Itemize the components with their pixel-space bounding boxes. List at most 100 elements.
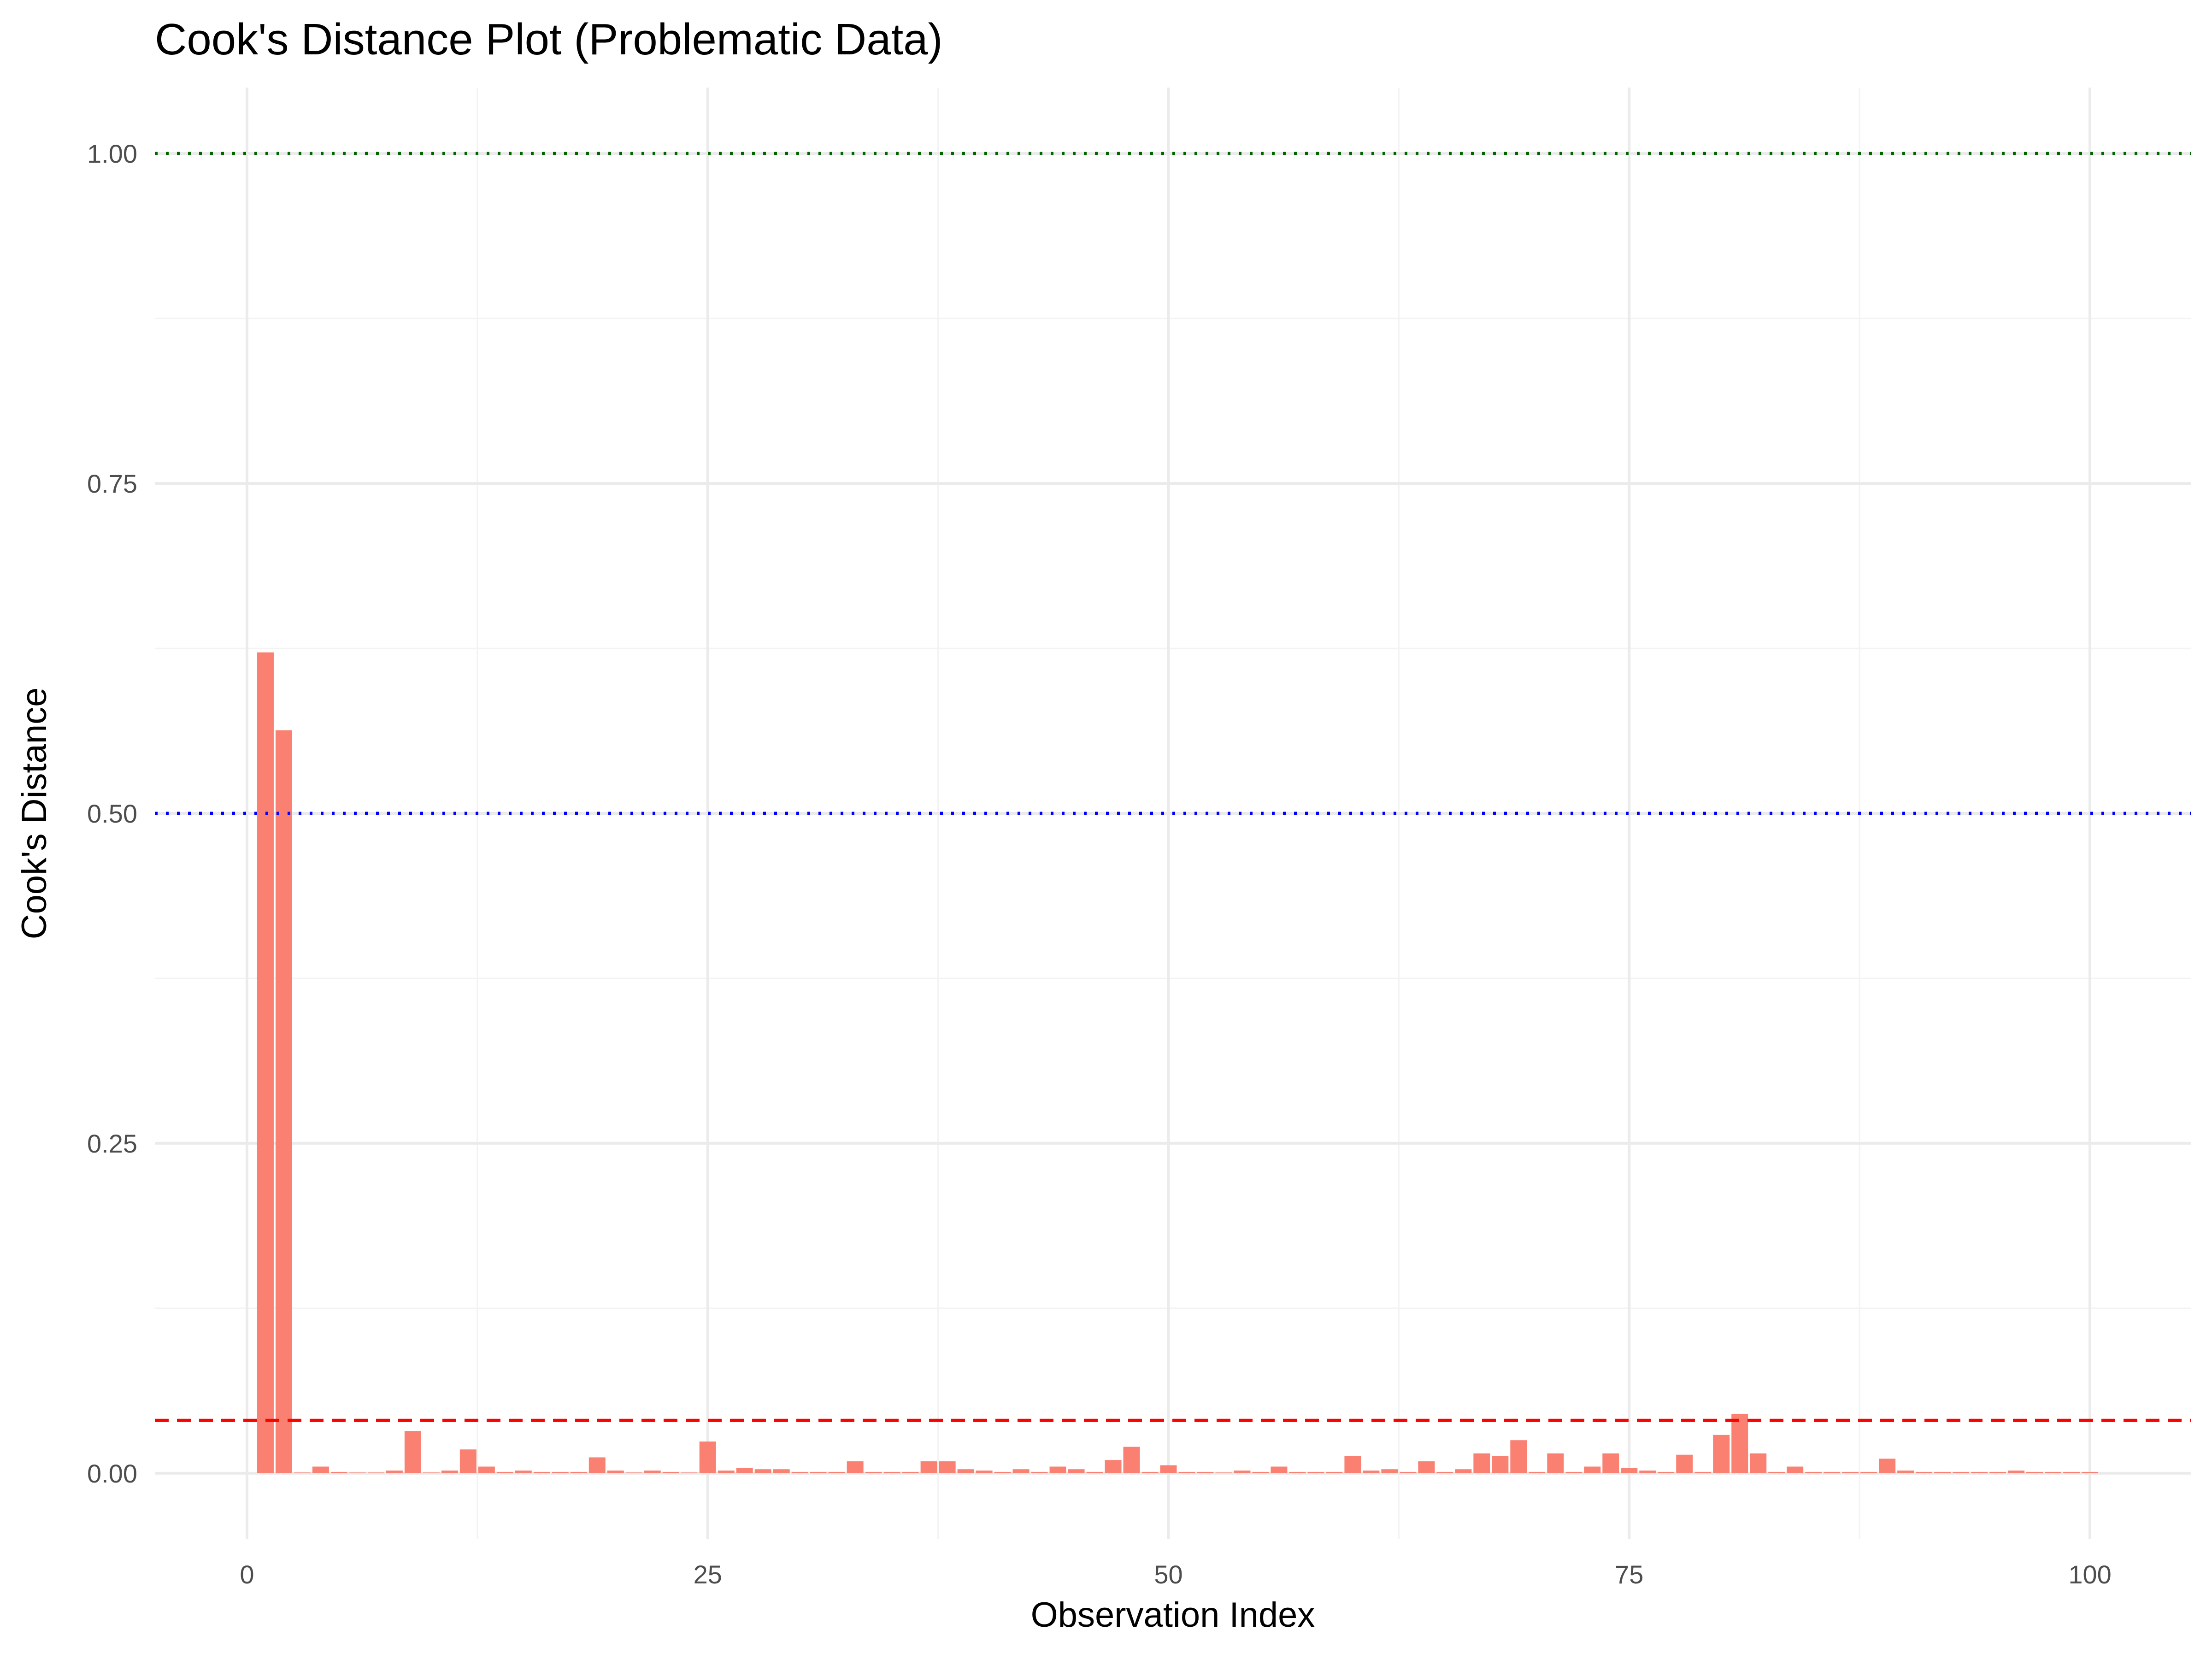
y-tick-label: 1.00 [87, 139, 137, 168]
y-tick-label: 0.50 [87, 799, 137, 828]
bar [644, 1471, 661, 1473]
bar [1713, 1435, 1730, 1473]
x-tick-label: 75 [1615, 1560, 1643, 1589]
bar [1418, 1461, 1435, 1473]
bar [1252, 1471, 1269, 1473]
bar [1824, 1471, 1841, 1473]
reference-lines [155, 152, 2191, 1422]
bar [1602, 1453, 1619, 1473]
bar [1842, 1471, 1859, 1473]
bar [607, 1471, 624, 1473]
bar [2026, 1471, 2043, 1473]
bar [588, 1457, 606, 1473]
bar [902, 1471, 919, 1473]
bar [1934, 1471, 1951, 1473]
bar [404, 1431, 421, 1473]
bar [662, 1471, 679, 1473]
y-tick-label: 0.25 [87, 1129, 137, 1158]
bar [1584, 1466, 1601, 1473]
bar [736, 1468, 753, 1473]
bar [1289, 1471, 1306, 1473]
x-tick-label: 100 [2068, 1560, 2111, 1589]
bar [1916, 1471, 1933, 1473]
bar [1510, 1440, 1527, 1473]
bar [976, 1471, 993, 1473]
bar [1731, 1413, 1748, 1473]
bar [1031, 1471, 1048, 1473]
bar [1178, 1471, 1195, 1473]
x-tick-label: 0 [240, 1560, 254, 1589]
bar [2082, 1471, 2099, 1473]
y-axis-label: Cook's Distance [15, 688, 54, 940]
bar [478, 1466, 495, 1473]
bars [257, 652, 2099, 1473]
bar [1381, 1469, 1398, 1473]
bar [883, 1471, 900, 1473]
bar [754, 1469, 771, 1473]
bar [496, 1471, 513, 1473]
x-axis-label: Observation Index [1031, 1595, 1315, 1635]
bar [552, 1471, 569, 1473]
bar [2045, 1471, 2062, 1473]
bar [1326, 1471, 1343, 1473]
bar [1492, 1456, 1509, 1473]
bar [1547, 1453, 1564, 1473]
bar [1105, 1460, 1122, 1473]
bar [1271, 1466, 1288, 1473]
bar [1234, 1471, 1251, 1473]
bar [1086, 1471, 1103, 1473]
bar [1953, 1471, 1970, 1473]
bar [625, 1472, 642, 1473]
bar [1787, 1466, 1804, 1473]
bar [1160, 1465, 1177, 1473]
bar [791, 1471, 808, 1473]
x-tick-label: 50 [1154, 1560, 1182, 1589]
bar [257, 652, 274, 1473]
bar [865, 1471, 882, 1473]
x-tick-label: 25 [694, 1560, 722, 1589]
bar [1565, 1471, 1583, 1473]
bar [1400, 1471, 1417, 1473]
bar [920, 1461, 937, 1473]
bar [957, 1469, 974, 1473]
bar [570, 1471, 587, 1473]
bar [1049, 1466, 1066, 1473]
bar [810, 1471, 827, 1473]
bar [386, 1471, 403, 1473]
bar [533, 1471, 550, 1473]
bar [367, 1472, 384, 1473]
bar [1860, 1471, 1877, 1473]
bar [1141, 1471, 1159, 1473]
bar [1473, 1453, 1490, 1473]
bar [1123, 1447, 1140, 1473]
bar [349, 1472, 366, 1473]
bar [994, 1471, 1011, 1473]
bar [330, 1471, 347, 1473]
bar [828, 1471, 845, 1473]
bar [1639, 1471, 1656, 1473]
x-axis-ticks: 0 25 50 75 100 [240, 1560, 2111, 1589]
bar [1750, 1453, 1767, 1473]
bar [1307, 1471, 1324, 1473]
y-tick-label: 0.75 [87, 469, 137, 498]
bar [515, 1471, 532, 1473]
bar [294, 1472, 311, 1473]
bar [1455, 1469, 1472, 1473]
bar [773, 1469, 790, 1473]
bar [1989, 1471, 2006, 1473]
bar [1658, 1471, 1675, 1473]
bar [1344, 1456, 1361, 1473]
bar [1879, 1459, 1896, 1473]
bar [1768, 1471, 1785, 1473]
bar [1436, 1471, 1453, 1473]
bar [1215, 1472, 1232, 1473]
bar [1621, 1468, 1638, 1473]
bar [312, 1466, 329, 1473]
bar [2008, 1471, 2025, 1473]
chart-title: Cook's Distance Plot (Problematic Data) [155, 15, 943, 64]
bar [1897, 1471, 1914, 1473]
bar [275, 730, 292, 1473]
bar [1197, 1471, 1214, 1473]
